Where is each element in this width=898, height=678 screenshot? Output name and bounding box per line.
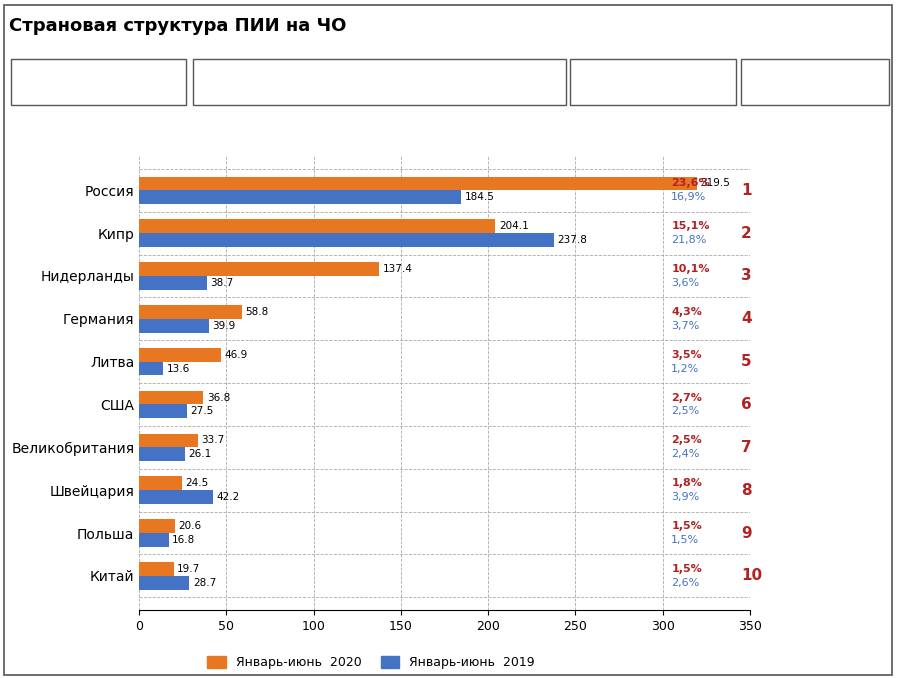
Text: 1,8%: 1,8% xyxy=(672,478,702,488)
Bar xyxy=(139,305,242,319)
Text: Доля в общем: Доля в общем xyxy=(610,75,697,89)
Bar xyxy=(139,262,379,276)
Text: 1,2%: 1,2% xyxy=(672,363,700,374)
Text: 58.8: 58.8 xyxy=(245,307,269,317)
Bar xyxy=(139,348,221,361)
Text: 2,5%: 2,5% xyxy=(672,406,700,416)
Bar xyxy=(139,176,697,191)
Text: 46.9: 46.9 xyxy=(224,350,248,360)
Text: 10: 10 xyxy=(741,568,762,583)
Text: 137.4: 137.4 xyxy=(383,264,412,274)
Text: 2,4%: 2,4% xyxy=(672,450,700,459)
Text: 26.1: 26.1 xyxy=(189,450,211,459)
Text: 3: 3 xyxy=(741,268,752,283)
Text: 2,6%: 2,6% xyxy=(672,578,700,588)
Bar xyxy=(139,233,554,247)
Text: 2,5%: 2,5% xyxy=(672,435,702,445)
Text: 1,5%: 1,5% xyxy=(672,521,702,531)
Legend: Январь-июнь  2020, Январь-июнь  2019: Январь-июнь 2020, Январь-июнь 2019 xyxy=(202,652,540,675)
Text: 7: 7 xyxy=(741,440,752,455)
Bar xyxy=(139,490,213,504)
Bar xyxy=(139,391,203,405)
Bar xyxy=(139,220,496,233)
Text: Место: Место xyxy=(796,75,834,89)
Text: 204.1: 204.1 xyxy=(498,221,529,231)
Text: 184.5: 184.5 xyxy=(464,192,495,202)
Text: 28.7: 28.7 xyxy=(193,578,216,588)
Text: ТОП 10 стран-инвесторов: ТОП 10 стран-инвесторов xyxy=(19,75,178,89)
Text: 8: 8 xyxy=(741,483,752,498)
Text: Приток ПИИ на чистой основе,  млн.: Приток ПИИ на чистой основе, млн. xyxy=(266,75,493,89)
Text: 19.7: 19.7 xyxy=(177,564,200,574)
Text: 6: 6 xyxy=(741,397,752,412)
Bar xyxy=(139,533,169,546)
Bar xyxy=(139,191,461,204)
Text: 237.8: 237.8 xyxy=(558,235,587,245)
Bar xyxy=(139,319,209,332)
Bar xyxy=(139,447,185,461)
Text: 1: 1 xyxy=(741,183,752,198)
Text: 42.2: 42.2 xyxy=(216,492,240,502)
Text: 3,7%: 3,7% xyxy=(672,321,700,331)
Bar xyxy=(139,276,207,290)
Text: 3,9%: 3,9% xyxy=(672,492,700,502)
Text: 20.6: 20.6 xyxy=(179,521,202,531)
Text: 33.7: 33.7 xyxy=(201,435,224,445)
Text: 15,1%: 15,1% xyxy=(672,221,709,231)
Text: 2: 2 xyxy=(741,226,752,241)
Text: Страновая структура ПИИ на ЧО: Страновая структура ПИИ на ЧО xyxy=(9,17,347,35)
Bar xyxy=(139,562,173,576)
Text: 4: 4 xyxy=(741,311,752,326)
Text: 4,3%: 4,3% xyxy=(672,307,702,317)
Text: 21,8%: 21,8% xyxy=(672,235,707,245)
Text: 27.5: 27.5 xyxy=(190,406,214,416)
Bar xyxy=(139,434,198,447)
Text: 24.5: 24.5 xyxy=(185,478,208,488)
Text: 16.8: 16.8 xyxy=(172,535,195,545)
Text: 9: 9 xyxy=(741,525,752,540)
Bar xyxy=(139,477,182,490)
Bar xyxy=(139,519,175,533)
Text: 3,6%: 3,6% xyxy=(672,278,700,288)
Text: 319.5: 319.5 xyxy=(700,178,730,188)
Text: 38.7: 38.7 xyxy=(210,278,233,288)
Text: 23,6%: 23,6% xyxy=(672,178,710,188)
Bar xyxy=(139,361,163,376)
Bar xyxy=(139,405,187,418)
Text: 3,5%: 3,5% xyxy=(672,350,702,360)
Text: 39.9: 39.9 xyxy=(212,321,235,331)
Text: 1,5%: 1,5% xyxy=(672,564,702,574)
Text: 5: 5 xyxy=(741,354,752,369)
Text: 10,1%: 10,1% xyxy=(672,264,709,274)
Text: 16,9%: 16,9% xyxy=(672,192,707,202)
Bar xyxy=(139,576,189,590)
Text: 13.6: 13.6 xyxy=(166,363,189,374)
Text: 2,7%: 2,7% xyxy=(672,393,702,403)
Text: 36.8: 36.8 xyxy=(207,393,230,403)
Text: 1,5%: 1,5% xyxy=(672,535,700,545)
